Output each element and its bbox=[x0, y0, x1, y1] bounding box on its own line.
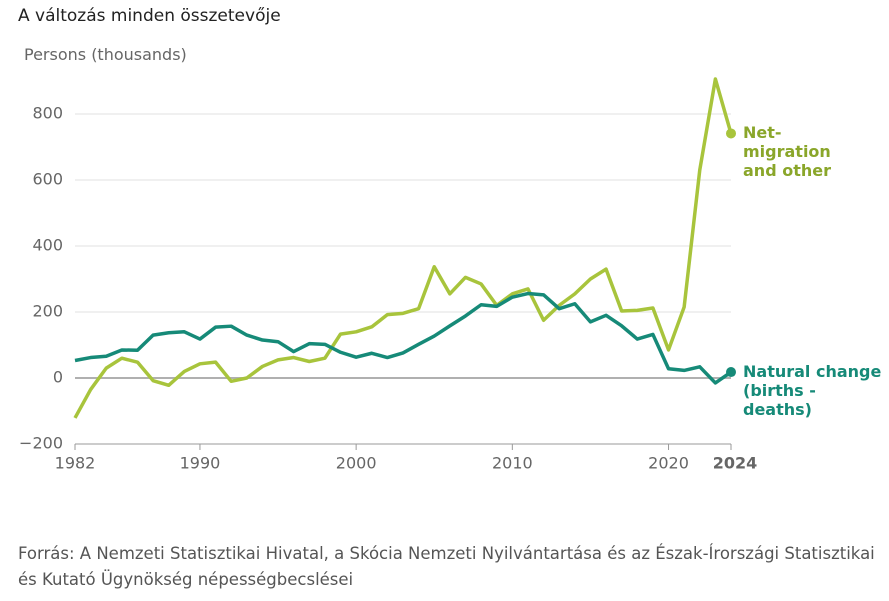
series-label: Net-migration and other bbox=[743, 123, 831, 181]
y-tick-label: 200 bbox=[32, 302, 63, 321]
series-label: Natural change (births - deaths) bbox=[743, 362, 882, 420]
y-tick-label: 0 bbox=[53, 368, 63, 387]
x-tick-label: 2000 bbox=[336, 454, 377, 473]
chart-title: A változás minden összetevője bbox=[18, 6, 281, 26]
y-axis-label: Persons (thousands) bbox=[24, 45, 187, 64]
x-tick-label: 2020 bbox=[648, 454, 689, 473]
x-tick-label: 1982 bbox=[55, 454, 96, 473]
y-tick-label: 400 bbox=[32, 236, 63, 255]
y-tick-label: 600 bbox=[32, 170, 63, 189]
series-line bbox=[74, 291, 733, 385]
x-tick-label: 2010 bbox=[492, 454, 533, 473]
source-note: Forrás: A Nemzeti Statisztikai Hivatal, … bbox=[18, 544, 875, 589]
x-tick-label: 1990 bbox=[180, 454, 221, 473]
x-tick-label: 2024 bbox=[713, 454, 758, 473]
y-tick-label: 800 bbox=[32, 104, 63, 123]
end-dot bbox=[726, 128, 736, 139]
end-dot bbox=[726, 367, 736, 378]
y-tick-label: −200 bbox=[19, 434, 63, 453]
series-line bbox=[73, 77, 733, 419]
